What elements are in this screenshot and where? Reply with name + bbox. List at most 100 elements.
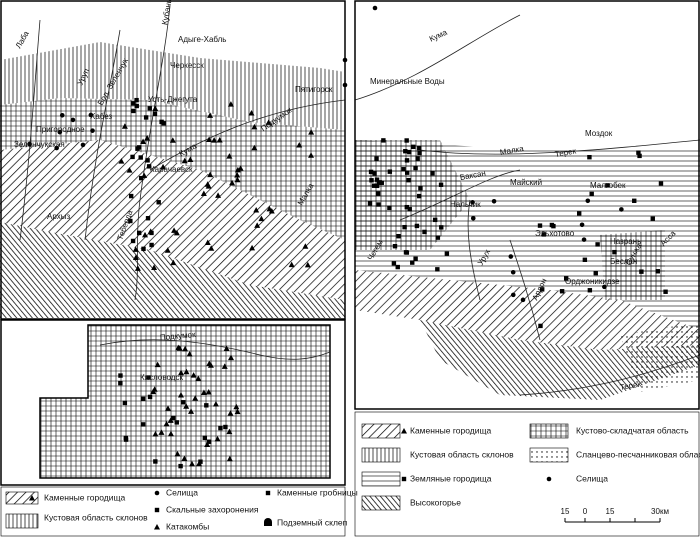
place-label: Лаба bbox=[14, 29, 31, 50]
marker-stone-fort bbox=[215, 192, 222, 198]
legend-label: Каменные городища bbox=[44, 492, 125, 502]
marker-stone-fort bbox=[118, 158, 125, 164]
marker-earthen-fort bbox=[369, 178, 374, 183]
marker-earthen-fort bbox=[655, 269, 660, 274]
marker-stone-fort bbox=[208, 245, 215, 251]
marker-earthen-fort bbox=[392, 244, 398, 249]
place-label: Карачаевск bbox=[150, 165, 193, 174]
marker-stone-fort bbox=[167, 430, 174, 437]
marker-earthen-fort bbox=[134, 103, 139, 109]
river bbox=[467, 199, 481, 301]
marker-stone-fort bbox=[182, 345, 189, 352]
marker-stone-fort bbox=[160, 163, 167, 170]
place-label: Кума bbox=[428, 28, 449, 44]
marker-earthen-fort bbox=[395, 264, 400, 270]
marker-stone-fort bbox=[308, 129, 315, 135]
marker-settlement bbox=[54, 145, 59, 151]
legend-label: Катакомбы bbox=[166, 521, 209, 531]
place-label: Терек bbox=[619, 379, 642, 392]
marker-stone-fort bbox=[144, 135, 151, 141]
marker-stone-fort bbox=[304, 261, 311, 268]
marker-stone-fort bbox=[251, 123, 258, 130]
place-label: Малгобек bbox=[590, 181, 626, 190]
marker-stone-fort bbox=[233, 403, 240, 410]
legend-label: Сланцево-песчанниковая область bbox=[576, 449, 700, 459]
marker-stone-fort bbox=[234, 408, 241, 415]
marker-stone-fort bbox=[204, 181, 211, 187]
marker-earthen-fort bbox=[138, 175, 144, 181]
marker-stone-fort bbox=[174, 450, 181, 457]
scale-label: 15 bbox=[606, 507, 615, 516]
marker-earthen-fort bbox=[406, 177, 411, 183]
marker-earthen-fort bbox=[265, 490, 271, 496]
marker-stone-fort bbox=[154, 524, 160, 530]
marker-stone-fort bbox=[234, 176, 241, 183]
place-label: Адыге-Хабль bbox=[178, 35, 226, 44]
scale-bar bbox=[564, 518, 661, 523]
marker-settlement bbox=[372, 5, 378, 11]
marker-earthen-fort bbox=[422, 229, 427, 235]
marker-earthen-fort bbox=[417, 150, 422, 156]
marker-stone-fort bbox=[195, 375, 202, 381]
marker-stone-fort bbox=[187, 156, 194, 163]
marker-earthen-fort bbox=[152, 111, 158, 117]
marker-stone-fort bbox=[177, 392, 184, 398]
marker-earthen-fort bbox=[145, 216, 151, 221]
marker-stone-fort bbox=[200, 190, 207, 197]
legend-label: Каменные городища bbox=[410, 425, 491, 435]
marker-earthen-fort bbox=[636, 150, 641, 155]
marker-stone-fort bbox=[265, 119, 272, 125]
marker-settlement bbox=[88, 112, 94, 118]
marker-stone-fort bbox=[227, 410, 234, 416]
marker-stone-fort bbox=[229, 179, 236, 186]
marker-earthen-fort bbox=[206, 439, 212, 444]
marker-earthen-fort bbox=[147, 106, 152, 111]
marker-earthen-fort bbox=[140, 422, 146, 427]
marker-earthen-fort bbox=[404, 138, 409, 143]
marker-earthen-fort bbox=[138, 155, 143, 160]
place-label: Пятигорск bbox=[295, 85, 333, 94]
marker-stone-fort bbox=[183, 368, 190, 375]
marker-stone-fort bbox=[167, 417, 174, 423]
marker-settlement bbox=[470, 200, 475, 205]
marker-earthen-fort bbox=[401, 167, 406, 172]
marker-settlement bbox=[342, 57, 348, 63]
marker-earthen-fort bbox=[171, 415, 176, 421]
place-label: Архыз bbox=[47, 212, 70, 221]
marker-earthen-fort bbox=[589, 191, 594, 197]
inset-map bbox=[0, 319, 346, 486]
marker-earthen-fort bbox=[118, 373, 123, 378]
place-label: Подкумок bbox=[160, 330, 197, 342]
marker-stone-fort bbox=[207, 171, 214, 178]
marker-earthen-fort bbox=[156, 200, 161, 205]
legend-swatch bbox=[529, 447, 569, 463]
marker-stone-fort bbox=[165, 405, 172, 411]
legend-label: Земляные городища bbox=[410, 473, 492, 483]
marker-earthen-fort bbox=[632, 198, 637, 203]
place-label: Майский bbox=[510, 178, 542, 187]
marker-settlement bbox=[546, 476, 552, 482]
marker-stone-fort bbox=[206, 136, 213, 143]
marker-earthen-fort bbox=[381, 138, 386, 143]
legend-label: Кустовая область склонов bbox=[44, 512, 148, 522]
marker-stone-fort bbox=[308, 152, 315, 158]
marker-stone-fort bbox=[253, 206, 260, 213]
marker-stone-fort bbox=[121, 123, 128, 129]
marker-earthen-fort bbox=[407, 207, 412, 212]
place-label: Кисловодск bbox=[140, 373, 183, 382]
marker-earthen-fort bbox=[387, 169, 393, 174]
region-highland bbox=[0, 140, 345, 300]
marker-earthen-fort bbox=[413, 165, 418, 171]
marker-earthen-fort bbox=[367, 201, 373, 206]
marker-earthen-fort bbox=[130, 154, 135, 160]
marker-earthen-fort bbox=[141, 246, 146, 252]
marker-earthen-fort bbox=[376, 180, 382, 185]
place-label: Назрань bbox=[610, 237, 641, 246]
marker-earthen-fort bbox=[435, 267, 440, 272]
marker-stone-fort bbox=[164, 247, 171, 253]
river bbox=[19, 19, 41, 241]
place-label: Кубань bbox=[160, 0, 173, 26]
marker-stone-fort bbox=[178, 369, 185, 376]
marker-stone-fort bbox=[226, 153, 233, 159]
